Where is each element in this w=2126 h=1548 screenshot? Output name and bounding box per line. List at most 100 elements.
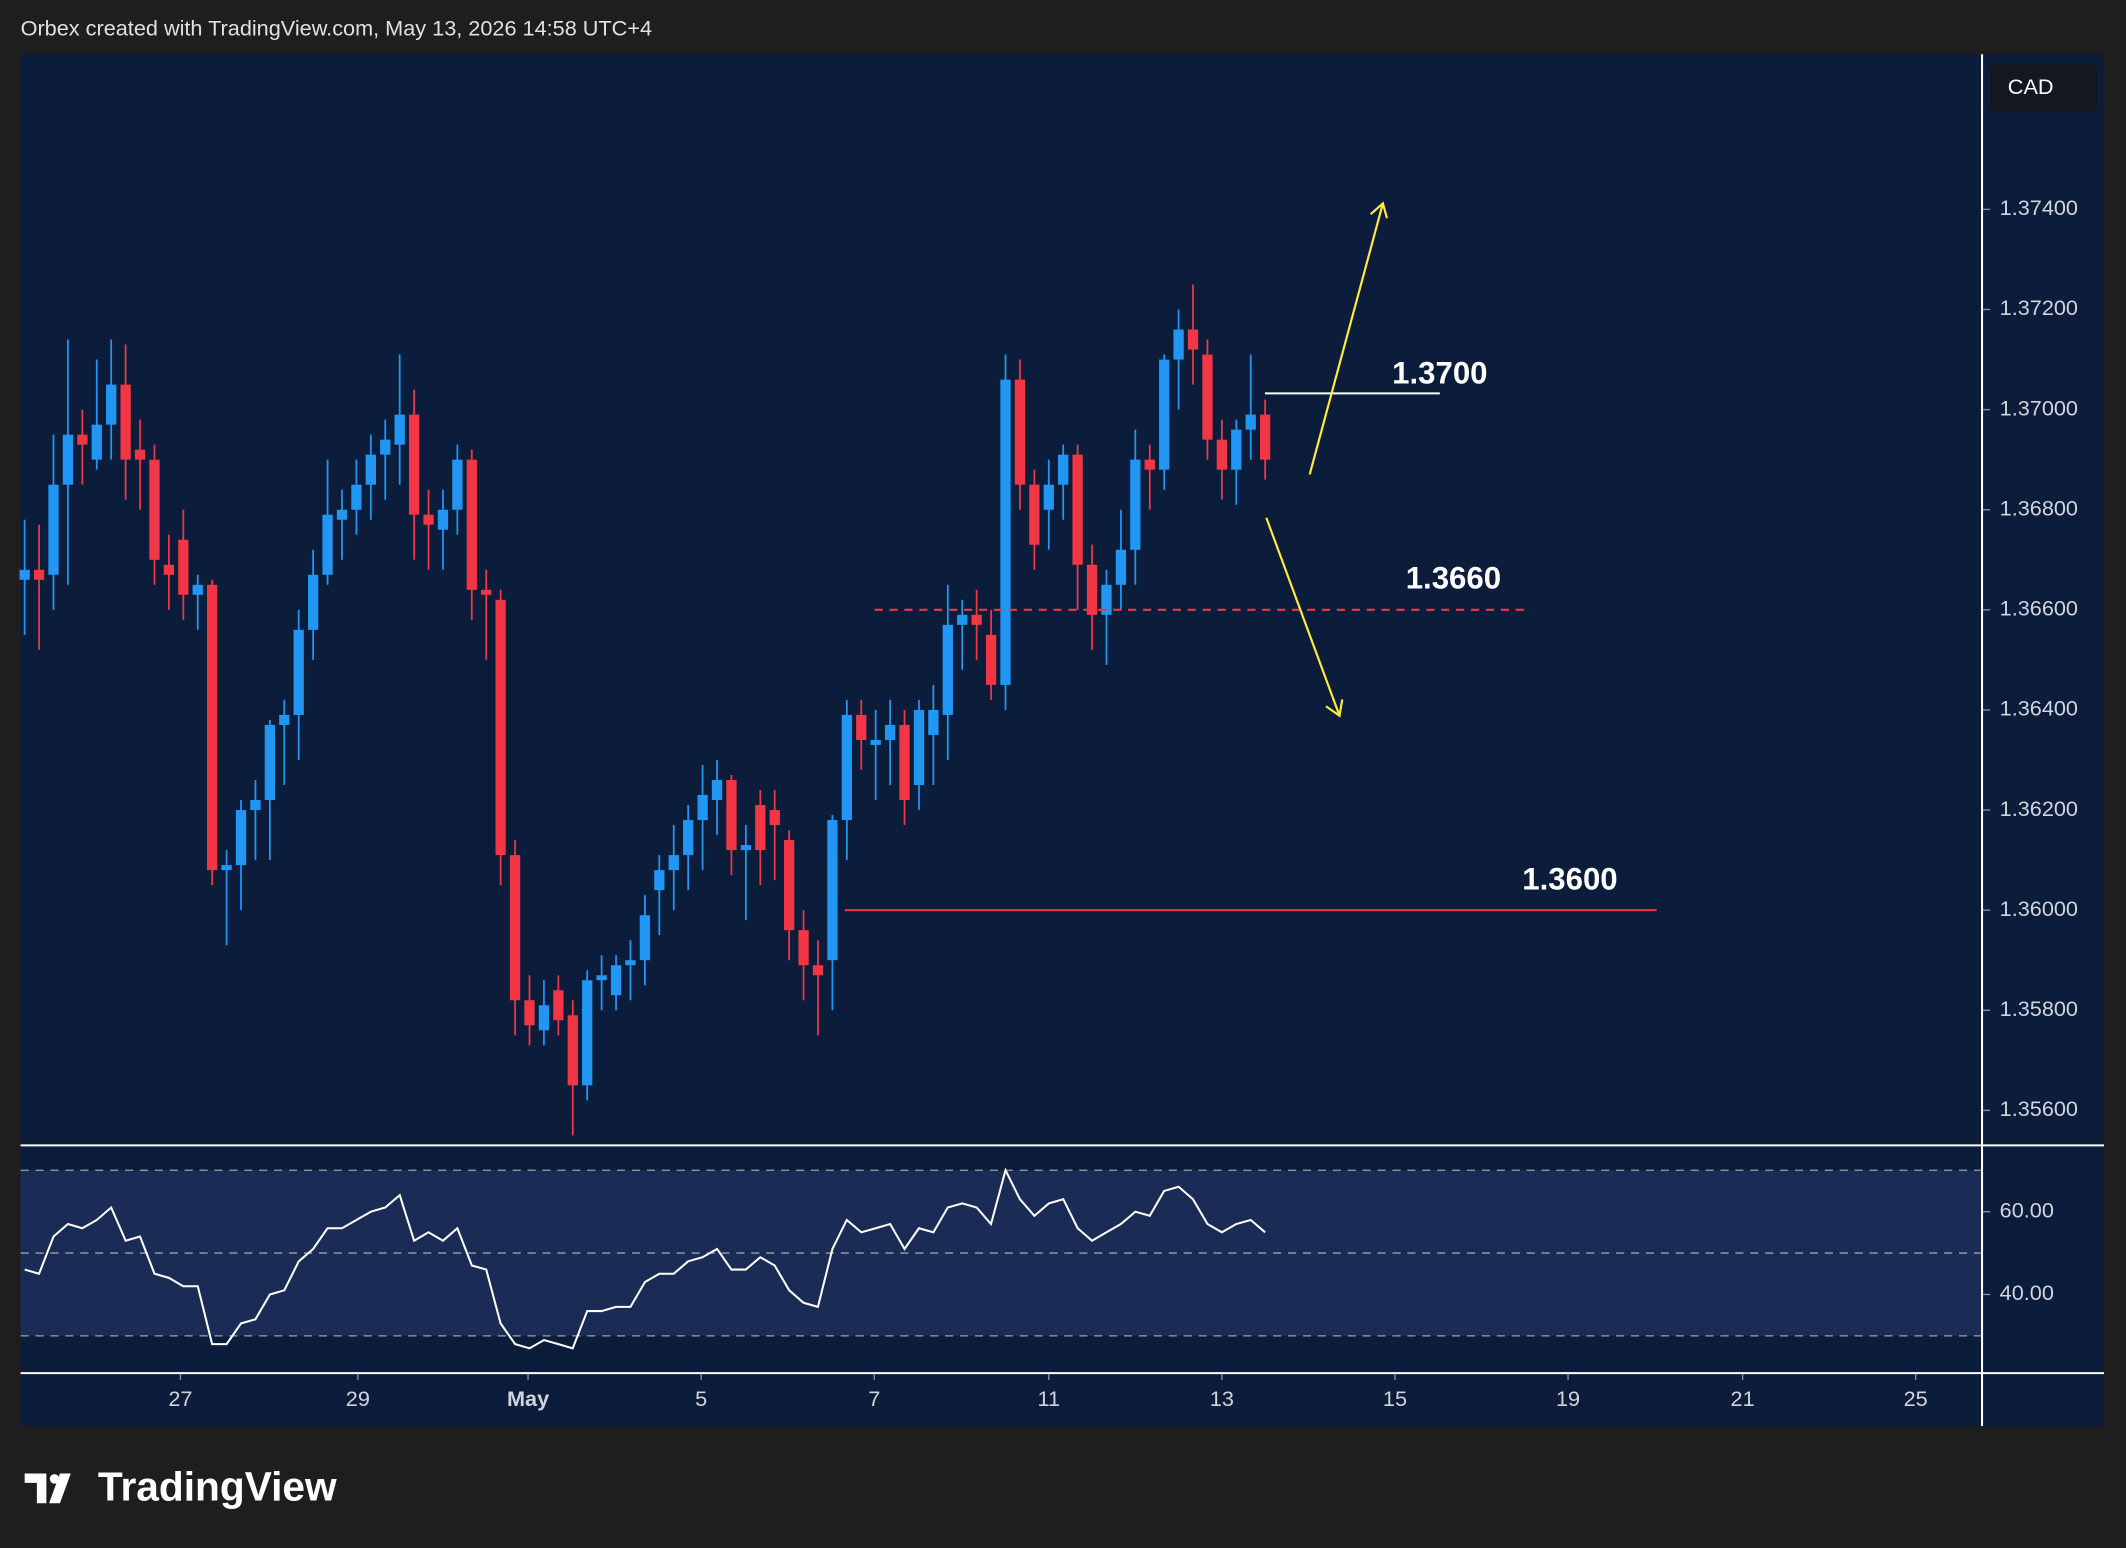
candle-body: [1130, 459, 1141, 550]
candle-body: [33, 569, 45, 580]
arrow-up-head: [1369, 201, 1389, 219]
x-tick-label: 21: [1731, 1386, 1755, 1411]
candle-body: [827, 820, 838, 961]
candle-body: [683, 820, 694, 856]
candle-body: [1101, 584, 1112, 615]
candle-body: [221, 865, 232, 871]
candle-body: [1202, 354, 1213, 440]
arrow-down: [1265, 517, 1341, 717]
candle-body: [567, 1015, 578, 1086]
candle-body: [192, 584, 203, 595]
candle-body: [380, 439, 391, 455]
y-tick-label: 1.37200: [2000, 295, 2078, 320]
y-tick-label: 1.36000: [2000, 896, 2078, 921]
candle-body: [711, 780, 723, 801]
candle-body: [899, 724, 910, 801]
x-tick-label: 19: [1556, 1386, 1580, 1411]
candle-body: [481, 589, 492, 595]
candle-body: [19, 569, 30, 580]
candle-body: [783, 840, 795, 931]
candle-body: [1000, 379, 1011, 685]
candle-body: [1159, 359, 1170, 470]
y-tick-label: 1.35600: [2000, 1096, 2078, 1121]
candle-body: [668, 855, 679, 871]
candle-body: [351, 484, 362, 510]
candle-body: [1187, 329, 1199, 350]
currency-badge: [1990, 63, 2098, 113]
candle-body: [423, 514, 434, 525]
x-tick-label: 13: [1210, 1386, 1234, 1411]
candle-body: [1231, 429, 1242, 470]
candle-body: [1115, 549, 1127, 585]
candle-body: [62, 434, 74, 485]
candle-body: [1173, 329, 1184, 360]
y-tick-label: 1.36400: [2000, 696, 2078, 721]
candle-body: [726, 780, 737, 851]
candle-body: [798, 930, 809, 966]
candle-body: [149, 459, 160, 560]
x-tick-label: 27: [168, 1386, 192, 1411]
y-tick-label: 40.00: [2000, 1280, 2054, 1305]
candle-body: [625, 960, 636, 966]
candle-body: [1014, 379, 1026, 485]
candle-body: [1216, 439, 1228, 470]
candle-body: [365, 454, 376, 485]
x-tick-label: 7: [868, 1386, 880, 1411]
x-tick-label: 29: [346, 1386, 370, 1411]
y-tick-label: 1.36800: [2000, 495, 2078, 520]
x-tick-label: 15: [1383, 1386, 1407, 1411]
rsi-line: [24, 1167, 1266, 1350]
candle-body: [524, 1000, 535, 1026]
candle-body: [654, 870, 665, 891]
candle-body: [91, 424, 102, 460]
candle-body: [452, 459, 463, 510]
candle-body: [394, 414, 405, 445]
arrow-up: [1308, 203, 1384, 475]
logo-text: TradingView: [98, 1463, 337, 1509]
candle-body: [957, 614, 968, 625]
candle-body: [928, 709, 939, 735]
x-tick-label: 5: [695, 1386, 707, 1411]
candle-body: [134, 449, 146, 460]
logo-icon: [24, 1473, 71, 1504]
candle-body: [77, 434, 88, 445]
candle-body: [841, 714, 852, 821]
candle-body: [307, 574, 319, 630]
candle-body: [639, 915, 651, 961]
candle-body: [163, 564, 175, 575]
candle-body: [596, 975, 607, 981]
candle-body: [178, 539, 189, 595]
level-label: 1.3700: [1392, 356, 1487, 391]
x-tick-label: 25: [1904, 1386, 1928, 1411]
y-tick-label: 1.36200: [2000, 796, 2078, 821]
candle-body: [812, 965, 824, 976]
candle-body: [1245, 414, 1256, 430]
candle-body: [1058, 454, 1069, 485]
candle-body: [582, 980, 593, 1086]
candle-body: [913, 709, 925, 786]
y-tick-label: 1.37000: [2000, 395, 2078, 420]
candle-body: [408, 414, 420, 515]
candle-body: [942, 624, 953, 715]
x-tick-label: May: [507, 1386, 549, 1411]
candle-body: [437, 509, 449, 530]
candle-body: [985, 634, 997, 685]
y-tick-label: 1.36600: [2000, 596, 2078, 621]
candle-body: [279, 714, 290, 725]
candle-body: [293, 629, 304, 715]
candle-body: [466, 459, 477, 590]
candle-body: [264, 724, 276, 801]
candle-body: [553, 990, 564, 1021]
candle-body: [235, 810, 247, 866]
header: Orbex created with TradingView.com, May …: [21, 16, 652, 41]
y-tick-label: 1.35800: [2000, 996, 2078, 1021]
y-tick-label: 1.37400: [2000, 195, 2078, 220]
candle-body: [1029, 484, 1040, 545]
candle-body: [538, 1005, 550, 1031]
candle-body: [769, 810, 780, 826]
candle-body: [740, 845, 752, 851]
level-label: 1.3660: [1406, 560, 1501, 595]
y-tick-label: 60.00: [2000, 1197, 2054, 1222]
candle-body: [610, 965, 622, 996]
